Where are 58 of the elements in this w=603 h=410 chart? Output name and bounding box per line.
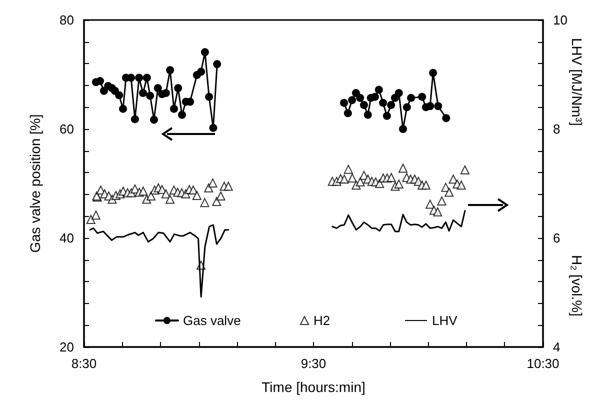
point (371, 92, 380, 101)
point (434, 102, 442, 110)
point (360, 101, 368, 110)
x-tick-label: 8:30 (71, 356, 97, 371)
point (387, 101, 396, 110)
point (344, 109, 352, 118)
point (429, 68, 438, 77)
x-tick-label: 9:30 (300, 356, 326, 371)
y2-tick-label: 4 (553, 340, 560, 354)
point (150, 116, 158, 124)
point (115, 91, 124, 100)
point (138, 89, 147, 98)
point (209, 124, 218, 132)
point (174, 84, 182, 92)
point (418, 92, 426, 101)
point (352, 89, 360, 98)
x-tick-label: 10:30 (526, 356, 560, 371)
legend-label: H2 (314, 313, 330, 328)
point (374, 86, 383, 94)
point (356, 94, 364, 102)
point (154, 84, 162, 92)
point (205, 92, 214, 101)
point (135, 74, 144, 82)
y-tick-label: 20 (60, 340, 74, 354)
point (142, 74, 151, 82)
y2-axis-title: LHV [MJ/Nm³] (569, 38, 585, 126)
point (130, 115, 139, 124)
point (382, 112, 391, 120)
y2-tick-label: 8 (553, 122, 560, 136)
text: H₂ [vol.%] (569, 255, 585, 316)
x-axis-title: Time [hours:min] (262, 379, 366, 395)
point (166, 66, 174, 74)
legend-label: LHV (432, 313, 458, 328)
point (197, 68, 206, 76)
point (119, 104, 128, 113)
y-tick-label: 60 (60, 122, 74, 136)
point (364, 110, 372, 119)
point (394, 89, 403, 98)
y-tick-label: 80 (60, 12, 74, 28)
y2-tick-label: 6 (553, 230, 560, 246)
point (407, 94, 416, 102)
point (200, 48, 209, 56)
point (348, 96, 356, 104)
point (402, 103, 411, 112)
point (399, 125, 408, 133)
legend-label: Gas valve (183, 313, 241, 328)
point (96, 77, 104, 86)
point (340, 98, 348, 107)
point (146, 92, 154, 100)
y-tick-label: 40 (60, 230, 74, 246)
point (213, 60, 222, 68)
point (426, 102, 434, 110)
y-axis-title: Gas valve position [%] (27, 114, 43, 253)
y2-tick-label: 10 (553, 12, 568, 28)
point (442, 114, 450, 122)
point (170, 104, 178, 113)
point (379, 98, 388, 107)
point (178, 110, 186, 119)
